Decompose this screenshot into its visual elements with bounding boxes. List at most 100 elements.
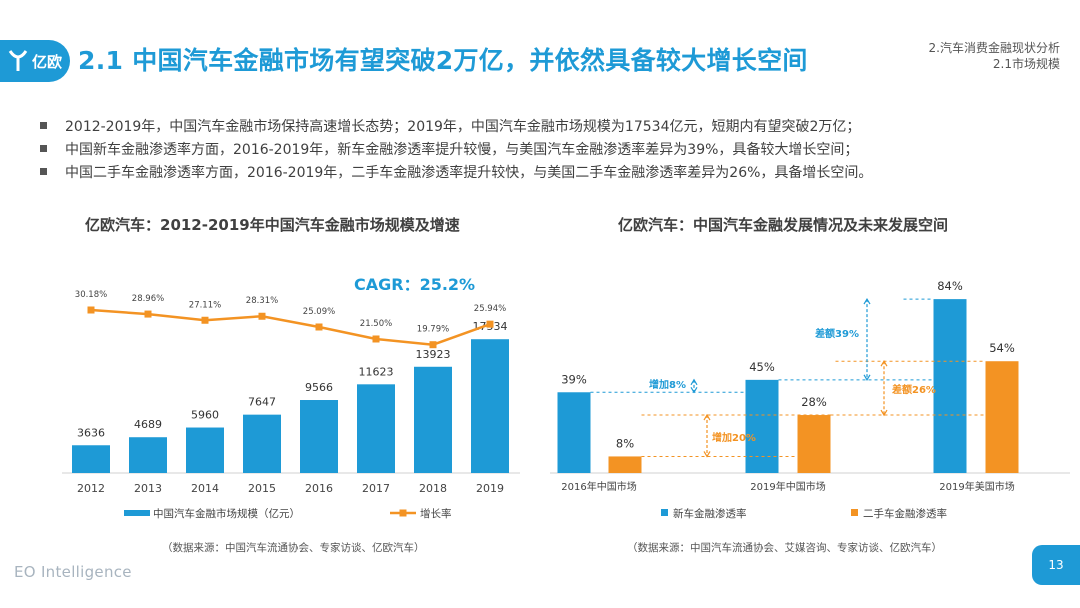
bar-value-label: 84%	[937, 280, 963, 293]
growth-label: 28.96%	[132, 294, 164, 304]
annotation-label: 增加20%	[712, 431, 756, 444]
x-tick-label: 2016年中国市场	[561, 480, 636, 493]
x-tick-label: 2014	[191, 482, 219, 495]
bar-used-car	[797, 415, 831, 473]
legend-bar-label: 中国汽车金融市场规模（亿元）	[153, 507, 300, 520]
growth-point	[201, 316, 209, 324]
bar-value-label: 13923	[416, 348, 451, 361]
x-tick-label: 2018	[419, 482, 447, 495]
bar-value-label: 54%	[989, 341, 1015, 355]
growth-label: 25.09%	[303, 307, 335, 317]
x-tick-label: 2019年美国市场	[939, 480, 1014, 493]
legend-line-marker	[399, 509, 407, 517]
bar	[72, 445, 110, 473]
growth-label: 21.50%	[360, 319, 392, 329]
left-chart-source: （数据来源：中国汽车流通协会、专家访谈、亿欧汽车）	[162, 542, 425, 554]
bar	[471, 339, 509, 473]
growth-line	[90, 308, 491, 346]
page-number: 13	[1032, 545, 1080, 585]
x-tick-label: 2019	[476, 482, 504, 495]
arrow-increase-new-head	[690, 378, 698, 386]
bar	[129, 437, 167, 473]
right-chart-title: 亿欧汽车：中国汽车金融发展情况及未来发展空间	[618, 216, 949, 234]
bar-new-car	[745, 379, 779, 473]
legend-line-label: 增长率	[420, 507, 452, 520]
arrow-increase-used-head	[703, 451, 711, 458]
bullet-text: 2012-2019年，中国汽车金融市场保持高速增长态势；2019年，中国汽车金融…	[65, 118, 861, 135]
footer-brand: EO Intelligence	[14, 563, 132, 581]
bullet-item: 中国二手车金融渗透率方面，2016-2019年，二手车金融渗透率提升较快，与美国…	[38, 160, 1058, 183]
right-chart-source: （数据来源：中国汽车流通协会、艾媒咨询、专家访谈、亿欧汽车）	[627, 542, 942, 554]
growth-label: 28.31%	[246, 296, 278, 306]
bar	[186, 427, 224, 473]
bar-used-car	[608, 456, 642, 473]
bullet-square-icon	[40, 168, 47, 175]
x-tick-label: 2017	[362, 482, 390, 495]
growth-point	[486, 320, 494, 328]
logo-icon	[8, 50, 28, 71]
right-chart: 39% 8% 2016年中国市场 45% 28% 2019年中国市场 84% 54% 2019年…	[550, 280, 1070, 520]
left-chart: 3636 2012 4689 2013 5960 2014 7647 2015 9566 2016…	[62, 290, 520, 520]
arrow-gap-used-head	[880, 360, 888, 367]
left-chart-title: 亿欧汽车：2012-2019年中国汽车金融市场规模及增速	[85, 216, 460, 234]
bullet-square-icon	[40, 145, 47, 152]
arrow-increase-used-head	[703, 413, 711, 421]
growth-label: 27.11%	[189, 300, 221, 310]
growth-point	[315, 323, 323, 331]
growth-point	[87, 306, 95, 314]
arrow-gap-used-head	[880, 409, 888, 417]
x-tick-label: 2013	[134, 482, 162, 495]
section-line-1: 2.汽车消费金融现状分析	[928, 41, 1060, 55]
page-title: 2.1 中国汽车金融市场有望突破2万亿，并依然具备较大增长空间	[78, 46, 808, 75]
arrow-increase-new-head	[690, 386, 698, 394]
arrow-gap-new-head	[863, 297, 871, 305]
arrow-gap-new-head	[863, 374, 871, 382]
bar-new-car	[557, 392, 591, 473]
growth-point	[429, 341, 437, 349]
bar-value-label: 7647	[248, 396, 276, 409]
bar	[357, 384, 395, 473]
bar-value-label: 5960	[191, 409, 219, 422]
legend-used-swatch	[851, 509, 858, 516]
annotation-label: 差额39%	[815, 327, 859, 340]
bullet-text: 中国新车金融渗透率方面，2016-2019年，新车金融渗透率提升较慢，与美国汽车…	[65, 141, 859, 158]
bar-value-label: 9566	[305, 381, 333, 394]
growth-point	[258, 312, 266, 320]
bullet-item: 2012-2019年，中国汽车金融市场保持高速增长态势；2019年，中国汽车金融…	[38, 114, 1058, 137]
x-tick-label: 2012	[77, 482, 105, 495]
bar	[243, 414, 281, 473]
x-tick-label: 2019年中国市场	[750, 480, 825, 493]
growth-point	[144, 310, 152, 318]
growth-label: 30.18%	[75, 290, 107, 300]
logo: 亿欧	[0, 40, 70, 82]
growth-point	[372, 335, 380, 343]
bullet-square-icon	[40, 122, 47, 129]
bullet-item: 中国新车金融渗透率方面，2016-2019年，新车金融渗透率提升较慢，与美国汽车…	[38, 137, 1058, 160]
legend-bar-swatch	[124, 510, 150, 516]
bar	[414, 366, 452, 473]
bar-value-label: 4689	[134, 418, 162, 431]
cagr-label: CAGR：25.2%	[354, 275, 476, 294]
bullet-list: 2012-2019年，中国汽车金融市场保持高速增长态势；2019年，中国汽车金融…	[38, 114, 1058, 183]
legend-new-swatch	[661, 509, 668, 516]
x-tick-label: 2015	[248, 482, 276, 495]
bar-used-car	[985, 361, 1019, 473]
legend-new-label: 新车金融渗透率	[673, 507, 747, 520]
legend-used-label: 二手车金融渗透率	[863, 507, 947, 520]
growth-label: 25.94%	[474, 304, 506, 314]
bar-value-label: 28%	[801, 395, 827, 409]
annotation-label: 差额26%	[892, 383, 936, 396]
bar-value-label: 39%	[561, 372, 587, 386]
bar-value-label: 8%	[616, 436, 634, 450]
annotation-label: 增加8%	[649, 378, 686, 391]
bar-value-label: 3636	[77, 426, 105, 439]
section-label: 2.汽车消费金融现状分析 2.1市场规模	[929, 40, 1060, 72]
bar-new-car	[933, 299, 967, 473]
section-line-2: 2.1市场规模	[992, 57, 1060, 71]
growth-label: 19.79%	[417, 325, 449, 335]
logo-text: 亿欧	[31, 52, 62, 71]
x-tick-label: 2016	[305, 482, 333, 495]
bullet-text: 中国二手车金融渗透率方面，2016-2019年，二手车金融渗透率提升较快，与美国…	[65, 164, 873, 181]
bar-value-label: 11623	[359, 365, 394, 378]
bar-value-label: 45%	[749, 360, 775, 374]
